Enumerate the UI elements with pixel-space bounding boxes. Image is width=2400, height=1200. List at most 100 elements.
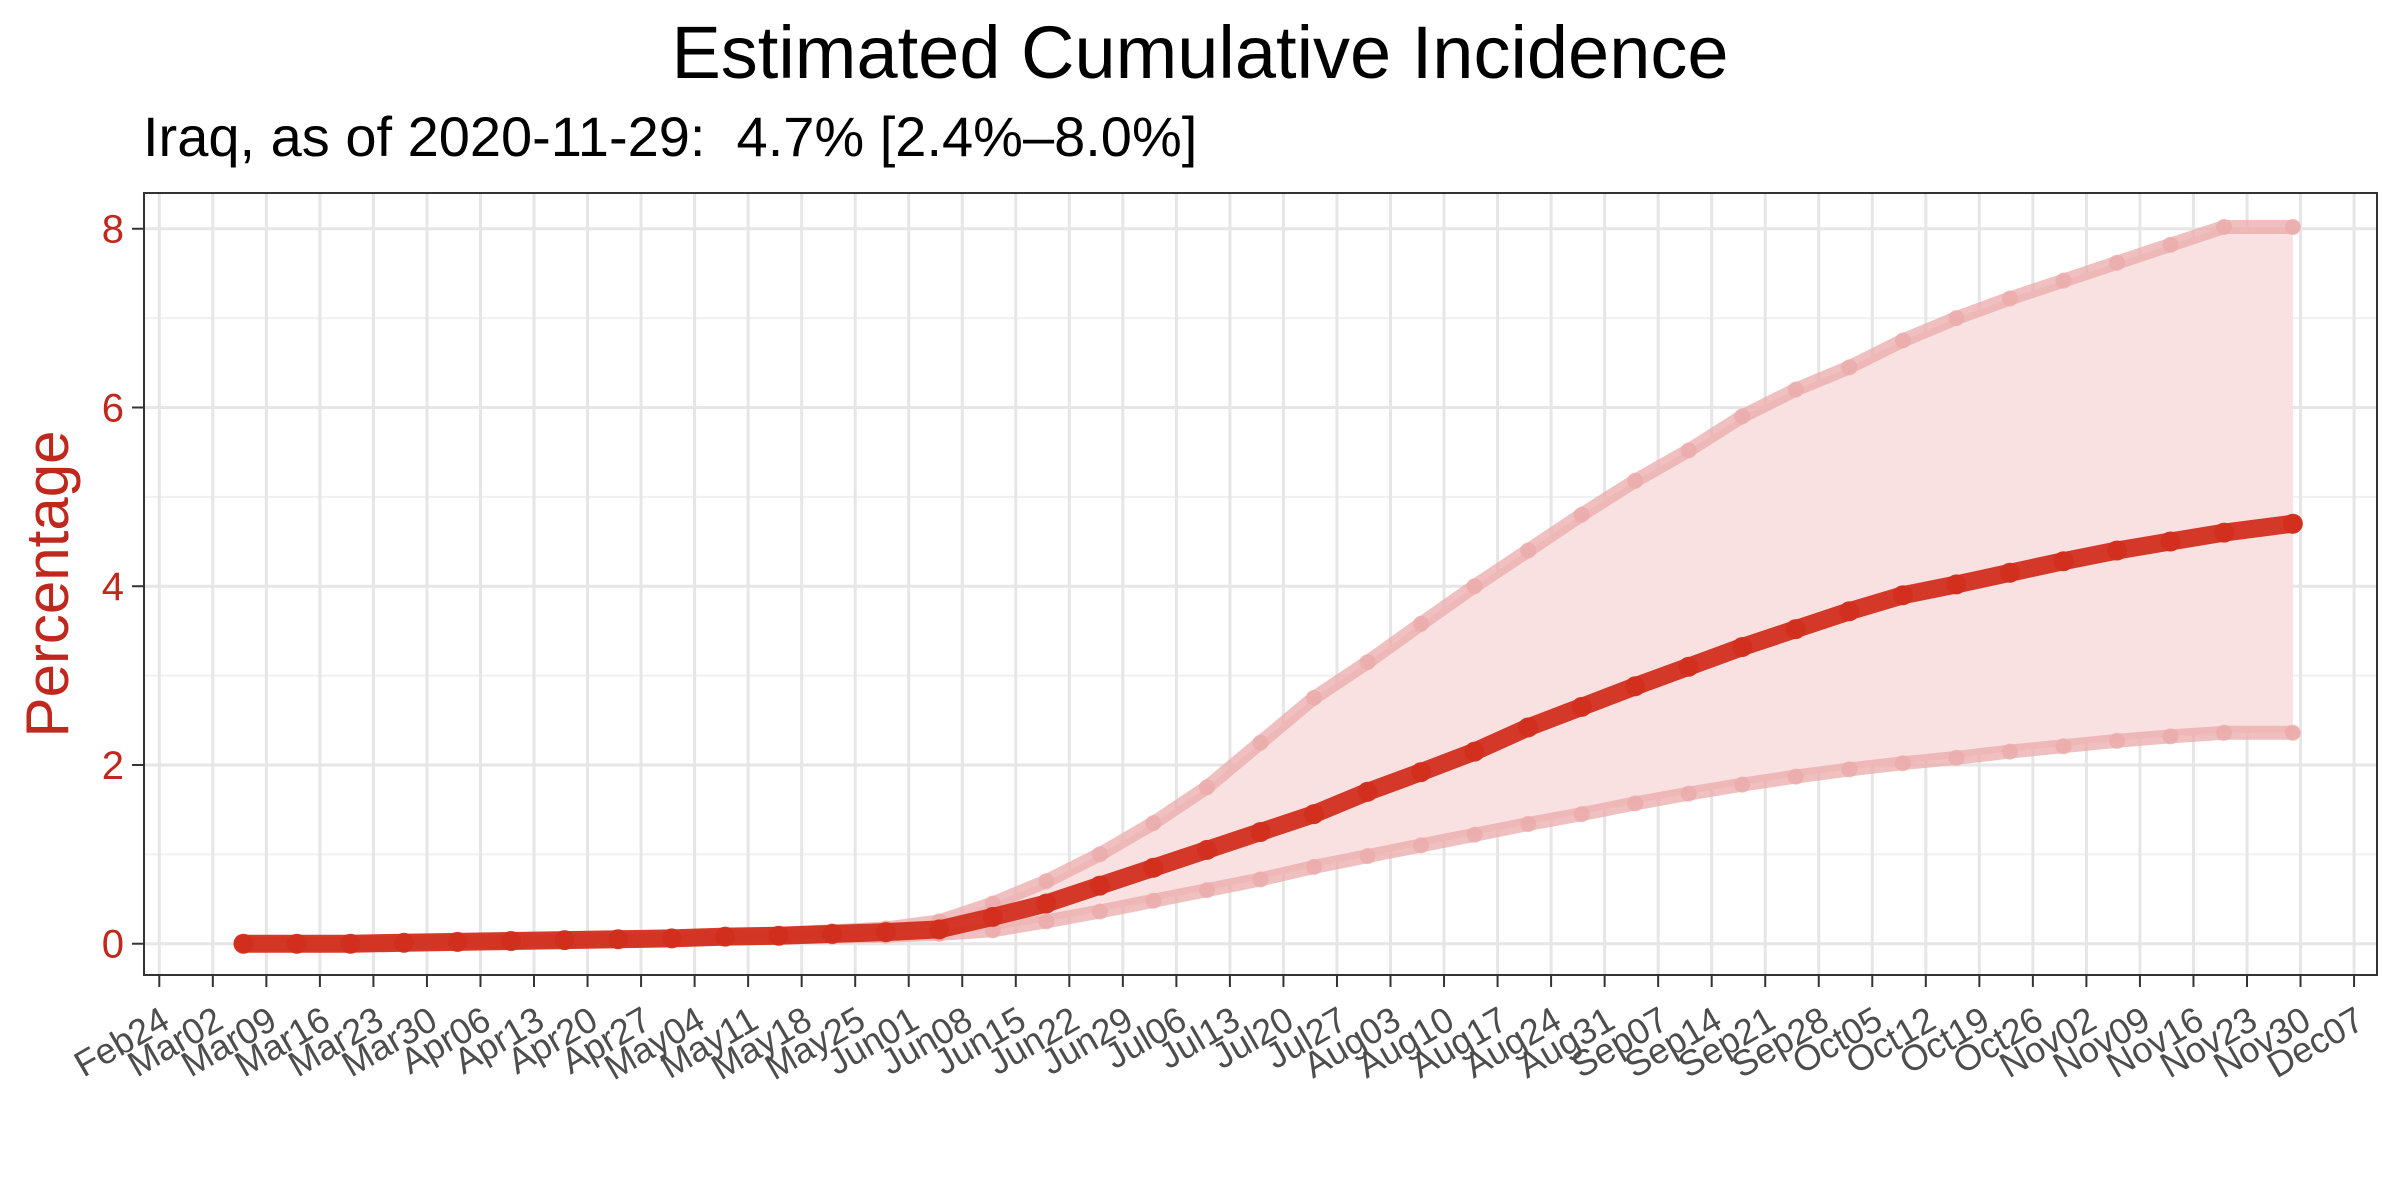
lower-bound-point	[2001, 743, 2018, 760]
estimate-point	[1892, 585, 1913, 606]
estimate-point	[1304, 804, 1324, 825]
lower-bound-point	[1091, 903, 1108, 920]
estimate-point	[1946, 574, 1967, 595]
upper-bound-point	[1573, 506, 1590, 523]
estimate-point	[1411, 762, 1432, 783]
estimate-point	[715, 926, 736, 947]
estimate-point	[2282, 513, 2303, 534]
lower-bound-point	[1145, 892, 1162, 909]
lower-bound-point	[1520, 816, 1537, 832]
estimate-point	[2214, 522, 2235, 543]
lower-bound-point	[2162, 728, 2179, 745]
lower-bound-point	[2109, 732, 2125, 749]
estimate-point	[982, 906, 1003, 927]
lower-bound-point	[1573, 806, 1590, 823]
estimate-point	[1197, 839, 1217, 860]
lower-bound-point	[2055, 738, 2072, 755]
estimate-point	[1089, 875, 1110, 896]
estimate-point	[1464, 741, 1485, 762]
upper-bound-point	[1787, 381, 1804, 398]
upper-bound-point	[1948, 310, 1965, 327]
upper-bound-point	[1627, 472, 1644, 489]
lower-bound-point	[1306, 858, 1322, 875]
estimate-point	[1839, 601, 1860, 622]
lower-bound-point	[1948, 749, 1965, 766]
estimate-point	[875, 922, 896, 943]
plot-panel-border	[143, 192, 2378, 976]
estimate-point	[447, 931, 468, 952]
estimate-point	[1036, 893, 1057, 914]
estimate-point	[1785, 619, 1806, 640]
upper-bound-point	[1306, 689, 1322, 706]
upper-bound-point	[1038, 873, 1055, 890]
upper-bound-point	[1413, 615, 1430, 632]
estimate-point	[1732, 637, 1753, 657]
upper-bound-point	[1466, 578, 1483, 595]
estimate-point	[554, 930, 575, 951]
upper-bound-point	[1894, 332, 1911, 349]
estimate-point	[233, 933, 254, 954]
estimate-point	[1625, 676, 1646, 697]
lower-bound-point	[1466, 826, 1483, 843]
upper-bound-point	[1091, 846, 1108, 863]
estimate-point	[1571, 696, 1592, 717]
estimate-series	[233, 513, 2303, 954]
upper-bound-point	[2109, 254, 2125, 271]
lower-bound-point	[1787, 768, 1804, 785]
y-axis: 0 2 4 6 8	[102, 208, 144, 967]
y-tick-label: 8	[102, 208, 124, 252]
band-area	[243, 227, 2293, 944]
lower-bound-point	[1734, 776, 1751, 793]
estimate-point	[501, 931, 522, 951]
upper-bound-point	[2055, 272, 2072, 289]
y-tick-label: 2	[102, 744, 124, 788]
estimate-point	[661, 928, 682, 949]
upper-bound-point	[1359, 654, 1376, 671]
lower-bound-point	[1252, 871, 1269, 888]
lower-bound-point	[1359, 848, 1376, 865]
estimate-point	[822, 923, 843, 944]
estimate-point	[2107, 540, 2127, 561]
x-axis: Feb24Mar02Mar09Mar16Mar23Mar30Apr06Apr13…	[67, 975, 2371, 1088]
upper-bound-point	[1520, 542, 1537, 559]
estimate-point	[2053, 551, 2074, 572]
estimate-point	[340, 933, 361, 954]
y-tick-label: 0	[102, 923, 124, 967]
estimate-point	[394, 932, 414, 953]
y-tick-label: 6	[102, 386, 124, 430]
upper-bound-point	[2216, 219, 2233, 235]
upper-bound-point	[2284, 219, 2301, 235]
y-tick-label: 4	[102, 565, 124, 609]
estimate-point	[286, 933, 307, 954]
lower-bound-point	[1680, 785, 1697, 802]
estimate-point	[1999, 562, 2020, 583]
upper-bound-point	[1841, 359, 1858, 376]
chart-subtitle: Iraq, as of 2020-11-29: 4.7% [2.4%–8.0%]	[143, 105, 1198, 168]
estimate-point	[1357, 781, 1378, 802]
lower-bound-point	[2284, 724, 2301, 741]
estimate-point	[768, 925, 789, 946]
lower-bound-point	[1841, 761, 1858, 778]
upper-bound-point	[1734, 408, 1751, 425]
lower-bound-point	[1894, 755, 1911, 772]
lower-bound-point	[2216, 724, 2233, 741]
estimate-point	[608, 929, 629, 950]
estimate-point	[1678, 656, 1699, 677]
estimate-point	[2160, 531, 2181, 552]
chart-title: Estimated Cumulative Incidence	[671, 11, 1729, 94]
estimate-point	[1143, 857, 1164, 878]
lower-bound-point	[1038, 913, 1055, 930]
upper-bound-point	[2162, 236, 2179, 253]
upper-bound-point	[1199, 779, 1215, 796]
upper-bound-point	[2001, 290, 2018, 307]
upper-bound-point	[1680, 442, 1697, 459]
upper-bound-point	[1252, 734, 1269, 751]
estimate-point	[929, 919, 950, 940]
lower-bound-point	[1199, 882, 1215, 899]
lower-bound-point	[1627, 795, 1644, 812]
confidence-band	[243, 227, 2293, 944]
estimate-point	[1250, 822, 1271, 842]
y-axis-label: Percentage	[14, 431, 81, 738]
lower-bound-point	[1413, 837, 1430, 854]
